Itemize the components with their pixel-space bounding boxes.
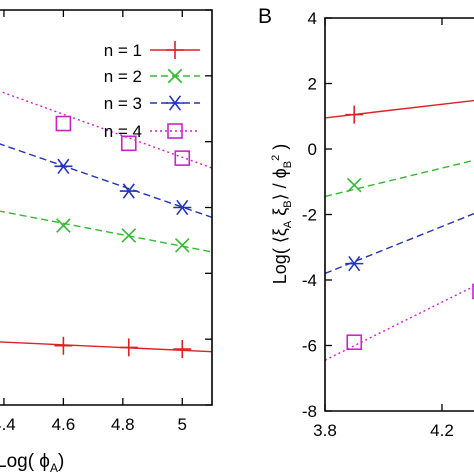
panel-b-markers <box>345 105 474 351</box>
panel-b-point-n2-0 <box>346 177 362 193</box>
panel-a-x-tick-label: 4.6 <box>52 415 76 434</box>
legend-label-n4: n = 4 <box>104 122 142 141</box>
panel-b-x-tick-label: 4.2 <box>430 421 454 440</box>
legend-label-n3: n = 3 <box>104 94 142 113</box>
panel-a-markers <box>54 115 192 359</box>
panel-a-point-n3-2-stroke <box>176 199 189 216</box>
panel-b-y-tick-label: -6 <box>302 337 317 356</box>
panel-b-y-label-close: ) <box>270 144 290 155</box>
panel-a-point-n4-0 <box>55 115 72 132</box>
panel-b-label: B <box>258 5 272 28</box>
panel-a-x-label-main: Log( ϕ <box>0 451 50 472</box>
panel-a-point-n1-1 <box>119 338 138 357</box>
panel-b-y-label-main: Log( ⟨ξ <box>270 228 290 284</box>
panel-b-y-tick-label: -4 <box>302 271 317 290</box>
panel-b-y-tick-label: -2 <box>302 206 317 225</box>
panel-a-x-label-close: ) <box>58 451 64 472</box>
legend-marker-n1 <box>166 41 184 59</box>
panel-a-point-n4-1-box <box>120 135 137 152</box>
panel-b-y-label-mid: ξ <box>270 208 290 221</box>
panel-a-point-n2-2 <box>174 238 190 253</box>
panel-b-x-tick-label: 3.8 <box>313 421 337 440</box>
panel-a-x-tick-label: 5 <box>178 415 187 434</box>
panel-b-axes-frame <box>324 17 474 412</box>
legend-label-n1: n = 1 <box>104 41 142 60</box>
panel-a-legend: n = 1 n = 2 n = 3 n = 4 <box>104 41 200 141</box>
panel-a-x-tick-label: 4.4 <box>0 415 16 434</box>
panel-b-point-n4-1-box <box>472 283 474 300</box>
panel-a-point-n4-1 <box>120 135 137 152</box>
panel-a-point-n3-1-stroke <box>122 183 135 199</box>
panel-a-point-n3-1 <box>119 183 138 199</box>
panel-b-fit-line-n2 <box>324 159 474 198</box>
panel-a-x-tick-label: 4.8 <box>111 415 135 434</box>
panel-a-fit-line-n2 <box>0 210 213 253</box>
panel-a-point-n3-0 <box>54 158 73 175</box>
panel-a-point-n2-1 <box>121 228 137 243</box>
panel-a-point-n2-0-stroke <box>56 218 71 233</box>
panel-a-point-n3-2 <box>173 199 192 216</box>
panel-a-x-axis-label: Log( ϕA) <box>0 451 64 474</box>
panel-b-point-n2-0-stroke <box>346 177 362 193</box>
panel-b-y-axis-label: Log( ⟨ξA ξB⟩ / ϕB2 ) <box>270 144 294 284</box>
panel-b-ticks: 3.8 4.2 -8 -6 -4 -2 0 2 4 <box>302 9 454 440</box>
panel-a: 4.4 4.6 4.8 5 n = 1 n = 2 n = 3 n = 4 Log( ϕA) <box>0 9 213 474</box>
panel-a-point-n1-0 <box>54 336 73 355</box>
panel-a-fit-lines <box>0 90 213 353</box>
panel-a-x-label-sub: A <box>50 461 58 474</box>
svg-text:Log( ⟨ξA ξB⟩ / ϕB2 ): Log( ⟨ξA ξB⟩ / ϕB2 ) <box>270 144 294 284</box>
panel-b-y-label-sub2: B <box>282 200 294 207</box>
panel-b-point-n3-0 <box>345 255 364 272</box>
panel-a-fit-line-n1 <box>0 341 213 353</box>
panel-b-y-tick-label: 0 <box>308 140 317 159</box>
panel-a-point-n4-2-box <box>174 150 191 166</box>
panel-b-y-tick-label: -8 <box>302 402 317 421</box>
panel-a-axes-frame <box>0 9 213 406</box>
legend-marker-n2-stroke <box>167 68 183 84</box>
panel-a-point-n2-1-stroke <box>121 228 137 243</box>
panel-a-point-n1-2 <box>173 340 192 359</box>
panel-b-y-tick-label: 2 <box>308 75 317 94</box>
legend-marker-n4-box <box>167 123 183 139</box>
panel-b-point-n1-0 <box>345 105 364 124</box>
legend-marker-n3-stroke <box>168 95 182 111</box>
panel-a-point-n4-2 <box>174 150 191 166</box>
panel-b-point-n4-1 <box>472 283 474 300</box>
legend-marker-n4 <box>167 123 183 139</box>
legend-marker-n3 <box>166 95 184 111</box>
panel-a-point-n2-2-stroke <box>174 238 190 253</box>
panel-b-y-label-sub3: B <box>282 161 294 168</box>
panel-b-point-n4-0-box <box>346 334 363 351</box>
legend-marker-n2 <box>167 68 183 84</box>
panel-b-y-label-sub1: A <box>282 220 294 228</box>
panel-a-point-n2-0 <box>56 218 71 233</box>
panel-b-y-label-mid2: ⟩ / ϕ <box>270 168 290 200</box>
panel-b-fit-lines <box>324 99 474 361</box>
panel-a-point-n3-0-stroke <box>57 158 70 175</box>
panel-b-point-n4-0 <box>346 334 363 351</box>
panel-b-fit-line-n4 <box>324 285 474 361</box>
panel-a-fit-line-n3 <box>0 143 213 219</box>
panel-a-point-n4-0-box <box>55 115 72 132</box>
panel-b-point-n3-0-stroke <box>348 255 361 272</box>
panel-b-y-label-sup3: 2 <box>270 155 282 161</box>
legend-label-n2: n = 2 <box>104 67 142 86</box>
panel-b-y-tick-label: 4 <box>308 9 317 28</box>
